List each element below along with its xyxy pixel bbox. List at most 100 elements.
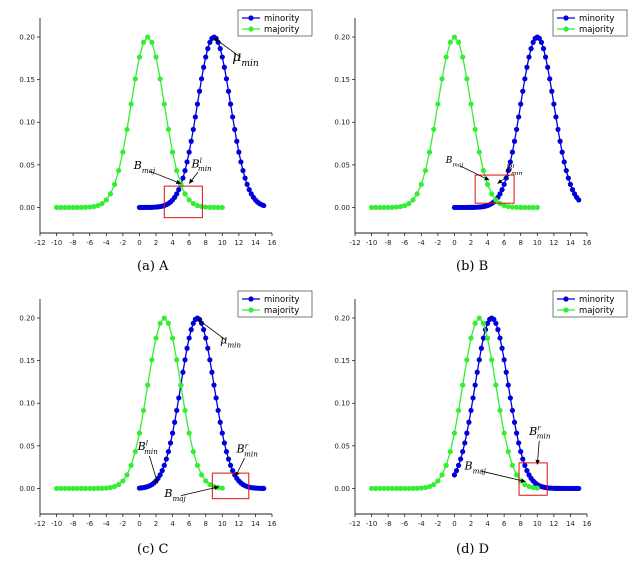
arrow-head xyxy=(175,179,181,185)
data-point-minority xyxy=(518,448,524,455)
y-tick-label: 0.05 xyxy=(334,442,350,450)
data-point-minority xyxy=(505,382,511,388)
data-point-majority xyxy=(476,149,482,155)
annotation-label: Bl min xyxy=(137,439,159,456)
annotation-label: Bmaj xyxy=(463,460,486,476)
data-point-minority xyxy=(497,191,503,197)
data-point-majority xyxy=(128,101,134,107)
annotation-sub: min xyxy=(511,171,522,177)
data-point-majority xyxy=(95,202,101,209)
arrow-head xyxy=(189,178,194,184)
annotation-sub: min xyxy=(144,447,158,456)
data-point-minority xyxy=(453,468,460,474)
annotation-sub: min xyxy=(537,432,551,441)
data-point-majority xyxy=(439,472,445,478)
arrow-head xyxy=(197,318,203,324)
data-point-majority xyxy=(124,126,130,133)
x-tick-label: 14 xyxy=(566,239,575,247)
series-line-minority xyxy=(139,317,264,490)
data-point-minority xyxy=(159,468,165,474)
x-tick-label: 12 xyxy=(234,520,243,528)
data-point-minority xyxy=(232,126,238,133)
annotation-arrow xyxy=(459,165,490,181)
data-point-minority xyxy=(495,327,501,333)
x-tick-label: 6 xyxy=(187,520,192,528)
legend-marker xyxy=(248,26,254,32)
legend-label: minority xyxy=(579,14,614,24)
data-point-minority xyxy=(176,187,182,193)
data-point-minority xyxy=(484,320,491,326)
legend-marker xyxy=(563,307,569,313)
x-tick-label: -8 xyxy=(70,520,77,528)
annotation-sub: min xyxy=(198,164,212,173)
chart-a: -12 -10 -8 -6 -4 -2 0 2 4 6 8 10 12 14 16 0.00 0.05 0.10 0… xyxy=(19,9,313,247)
data-point-majority xyxy=(526,204,532,211)
data-point-majority xyxy=(410,197,416,203)
data-point-minority xyxy=(468,407,474,414)
annotation-arrow xyxy=(149,170,182,184)
x-tick-label: -2 xyxy=(119,239,126,247)
x-tick-label: 14 xyxy=(566,520,575,528)
annotation-sup: l xyxy=(200,156,202,165)
data-point-majority xyxy=(153,335,159,341)
data-point-majority xyxy=(402,485,408,492)
data-point-minority xyxy=(161,462,167,468)
data-point-majority xyxy=(472,320,478,326)
y-tick-label: 0.10 xyxy=(19,400,35,408)
data-point-majority xyxy=(451,430,458,436)
arrow-head xyxy=(535,459,540,465)
data-point-minority xyxy=(470,395,476,401)
data-point-minority xyxy=(246,187,252,193)
legend-box xyxy=(237,9,313,37)
data-point-majority xyxy=(124,472,130,478)
data-point-minority xyxy=(569,187,576,193)
data-point-majority xyxy=(472,126,478,133)
data-point-minority xyxy=(172,419,178,425)
data-point-minority xyxy=(184,345,190,351)
data-point-majority xyxy=(377,485,383,492)
annotation-sup: l xyxy=(512,164,514,170)
legend-label: minority xyxy=(579,295,614,305)
y-tick-label: 0.00 xyxy=(19,204,35,212)
data-point-minority xyxy=(182,167,188,174)
data-point-majority xyxy=(120,478,126,484)
data-point-majority xyxy=(211,204,217,210)
data-point-majority xyxy=(410,485,416,491)
data-point-minority xyxy=(507,395,513,401)
data-point-majority xyxy=(373,485,379,492)
data-point-minority xyxy=(526,54,532,60)
annotation-arrow xyxy=(149,455,159,484)
x-tick-label: 10 xyxy=(533,239,542,247)
data-point-majority xyxy=(389,204,395,210)
data-point-minority xyxy=(219,54,225,60)
data-point-majority xyxy=(422,484,429,491)
data-point-majority xyxy=(203,478,209,484)
data-point-minority xyxy=(244,181,250,187)
data-point-majority xyxy=(530,484,536,491)
y-tick-label: 0.15 xyxy=(334,76,350,84)
data-point-minority xyxy=(491,316,497,322)
data-point-majority xyxy=(132,76,138,82)
data-point-minority xyxy=(203,54,209,60)
data-point-majority xyxy=(53,485,60,492)
data-point-majority xyxy=(174,357,180,363)
data-point-majority xyxy=(484,181,491,187)
x-tick-label: 16 xyxy=(268,520,277,528)
y-tick-label: 0.05 xyxy=(19,442,35,450)
data-point-majority xyxy=(368,204,375,211)
data-point-majority xyxy=(476,315,482,321)
annotation-arrow xyxy=(213,37,241,58)
data-point-minority xyxy=(576,197,582,203)
data-point-minority xyxy=(476,357,482,363)
annotation-label: Bmaj xyxy=(133,159,156,175)
data-point-minority xyxy=(188,327,194,333)
data-point-majority xyxy=(513,472,520,478)
data-point-majority xyxy=(414,485,420,491)
data-point-minority xyxy=(211,382,217,388)
data-point-majority xyxy=(103,485,109,491)
legend-label: minority xyxy=(264,14,299,24)
data-point-majority xyxy=(480,320,487,326)
data-point-majority xyxy=(464,357,470,363)
x-tick-label: -8 xyxy=(70,239,77,247)
